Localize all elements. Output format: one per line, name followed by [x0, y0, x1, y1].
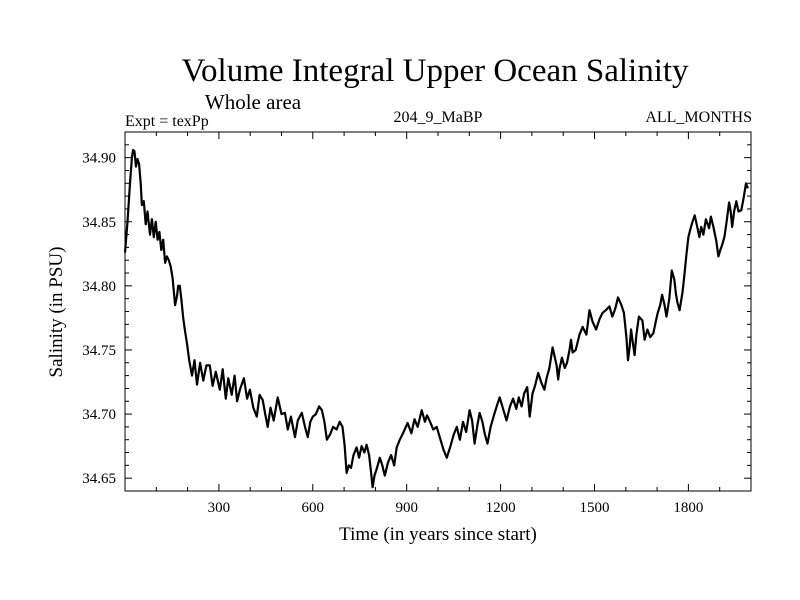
y-tick-label: 34.70	[82, 407, 116, 423]
x-tick-labels: 300 600 900 1200 1500 1800	[208, 500, 704, 516]
chart-title: Volume Integral Upper Ocean Salinity	[181, 53, 689, 89]
x-tick-label: 300	[208, 500, 231, 516]
chart-subtitle: Whole area	[205, 90, 302, 114]
x-tick-label: 1800	[673, 500, 703, 516]
y-tick-labels: 34.65 34.70 34.75 34.80 34.85 34.90	[82, 151, 116, 488]
plot-frame	[124, 131, 752, 492]
x-tick-label: 600	[302, 500, 325, 516]
y-tick-label: 34.85	[82, 215, 116, 231]
y-tick-label: 34.75	[82, 343, 116, 359]
x-axis-label: Time (in years since start)	[339, 524, 537, 545]
experiment-label: Expt = texPp	[125, 113, 209, 130]
run-label: 204_9_MaBP	[394, 109, 483, 126]
axis-ticks	[125, 132, 751, 491]
y-tick-label: 34.90	[82, 151, 116, 167]
y-axis-label: Salinity (in PSU)	[46, 247, 67, 378]
x-tick-label: 900	[395, 500, 418, 516]
x-tick-label: 1500	[580, 500, 610, 516]
months-label: ALL_MONTHS	[645, 109, 752, 126]
salinity-series-line	[123, 148, 749, 489]
y-tick-label: 34.80	[82, 279, 116, 295]
y-tick-label: 34.65	[82, 471, 116, 487]
x-tick-label: 1200	[486, 500, 516, 516]
